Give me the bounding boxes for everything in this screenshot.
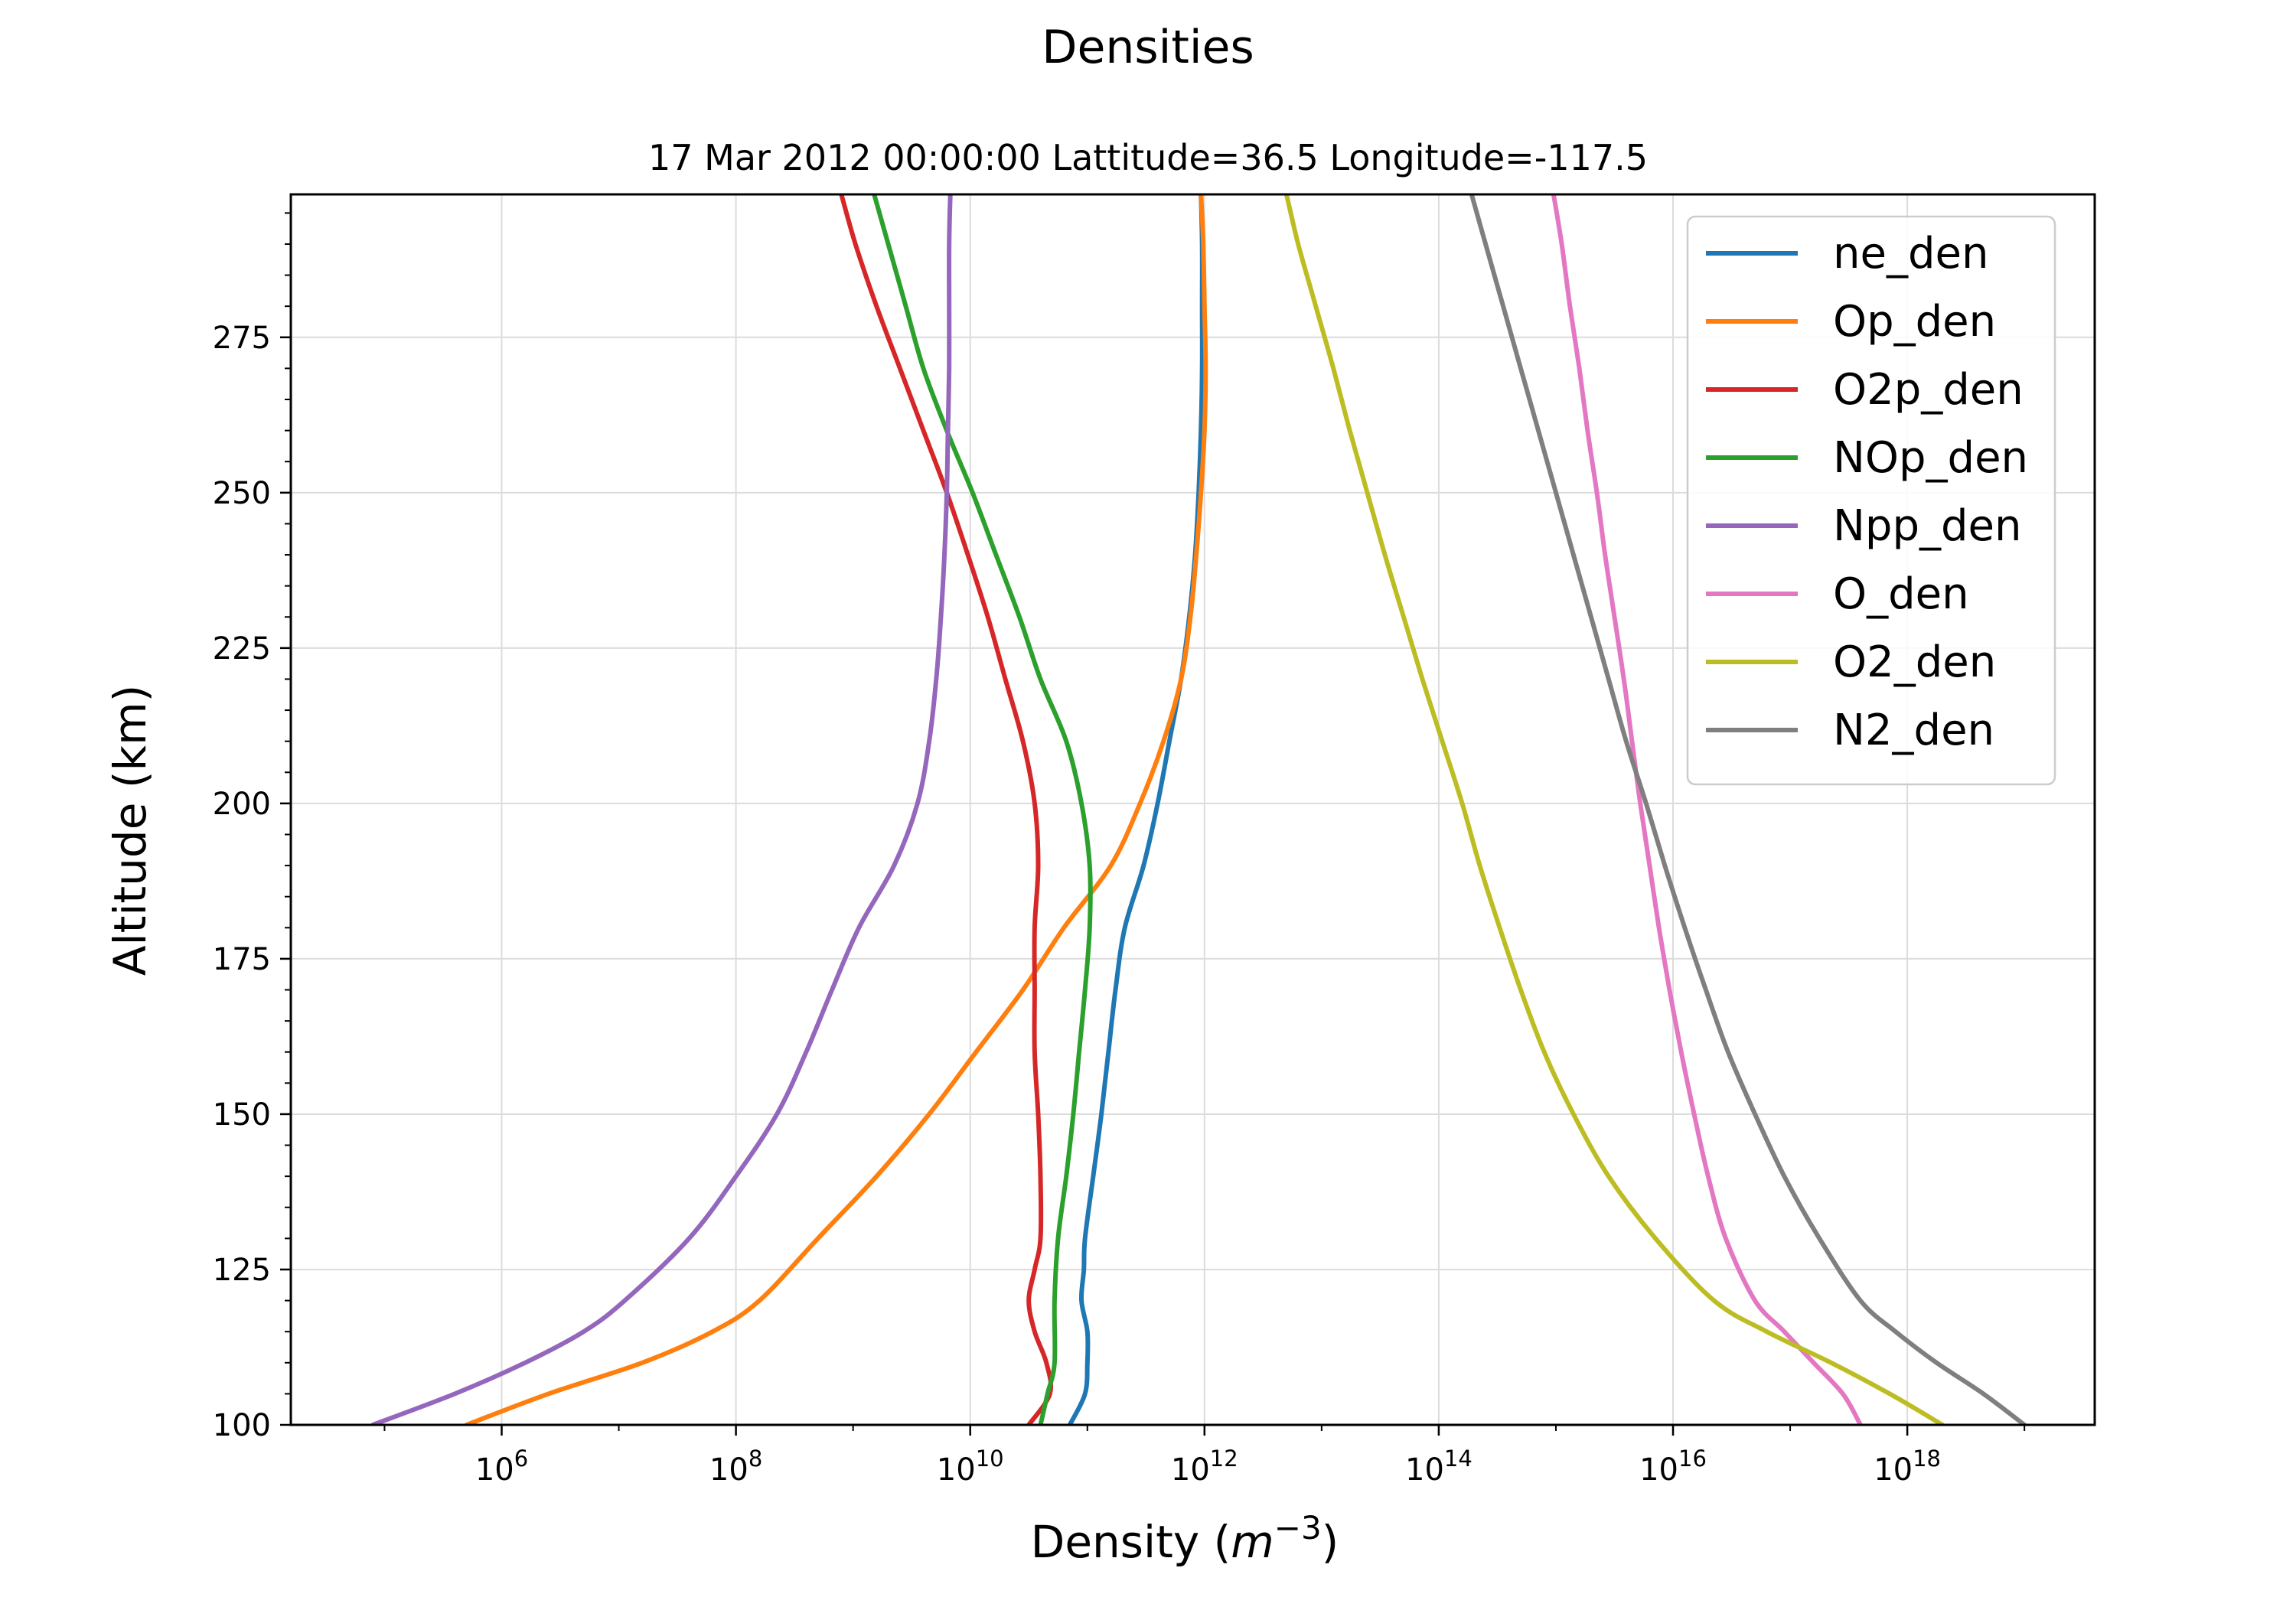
- series-line-Op_den: [464, 194, 1208, 1425]
- series-line-Npp_den: [370, 194, 953, 1425]
- series-line-ne_den: [1067, 194, 1205, 1425]
- chart-title: Densities: [1042, 21, 1254, 74]
- series-line-O_den: [1551, 194, 1863, 1425]
- y-tick-label: 125: [213, 1253, 271, 1288]
- legend-label: Op_den: [1833, 297, 1996, 347]
- legend-label: Npp_den: [1833, 501, 2021, 551]
- y-tick-label: 100: [213, 1408, 271, 1443]
- series-line-O2_den: [1283, 194, 1945, 1425]
- x-tick-label: 106: [475, 1446, 528, 1488]
- legend-label: ne_den: [1833, 229, 1988, 279]
- series-lines: [370, 194, 2027, 1425]
- chart-subtitle: 17 Mar 2012 00:00:00 Lattitude=36.5 Long…: [648, 137, 1648, 178]
- plot-area-frame: [289, 193, 2096, 1426]
- y-tick-label: 225: [213, 631, 271, 667]
- x-tick-label: 1016: [1639, 1446, 1707, 1488]
- x-tick-label: 108: [709, 1446, 762, 1488]
- x-tick-label: 1012: [1171, 1446, 1238, 1488]
- legend-label: NOp_den: [1833, 433, 2028, 483]
- y-tick-label: 275: [213, 321, 271, 356]
- legend-label: O2_den: [1833, 637, 1996, 687]
- x-axis-label: Density (m−3): [1031, 1509, 1339, 1568]
- y-tick-label: 175: [213, 942, 271, 977]
- x-tick-label: 1014: [1405, 1446, 1473, 1488]
- series-line-NOp_den: [872, 194, 1093, 1425]
- legend: ne_den Op_den O2p_den NOp_den Npp_den O_den O2…: [1686, 215, 2056, 786]
- y-tick-label: 250: [213, 476, 271, 511]
- x-tick-label: 1018: [1874, 1446, 1941, 1488]
- y-axis-label: Altitude (km): [104, 685, 156, 976]
- legend-box: [1686, 215, 2056, 786]
- legend-label: O_den: [1833, 569, 1969, 619]
- series-line-N2_den: [1469, 194, 2027, 1425]
- y-tick-label: 200: [213, 787, 271, 822]
- x-tick-label: 1010: [937, 1446, 1004, 1488]
- y-tick-label: 150: [213, 1097, 271, 1133]
- axis-ticks: 106 108 1010 1012 1014 1016 1018 100 125 150 175 20…: [213, 212, 2026, 1488]
- series-line-O2p_den: [839, 194, 1054, 1425]
- legend-label: N2_den: [1833, 706, 1994, 755]
- legend-label: O2p_den: [1833, 365, 2024, 415]
